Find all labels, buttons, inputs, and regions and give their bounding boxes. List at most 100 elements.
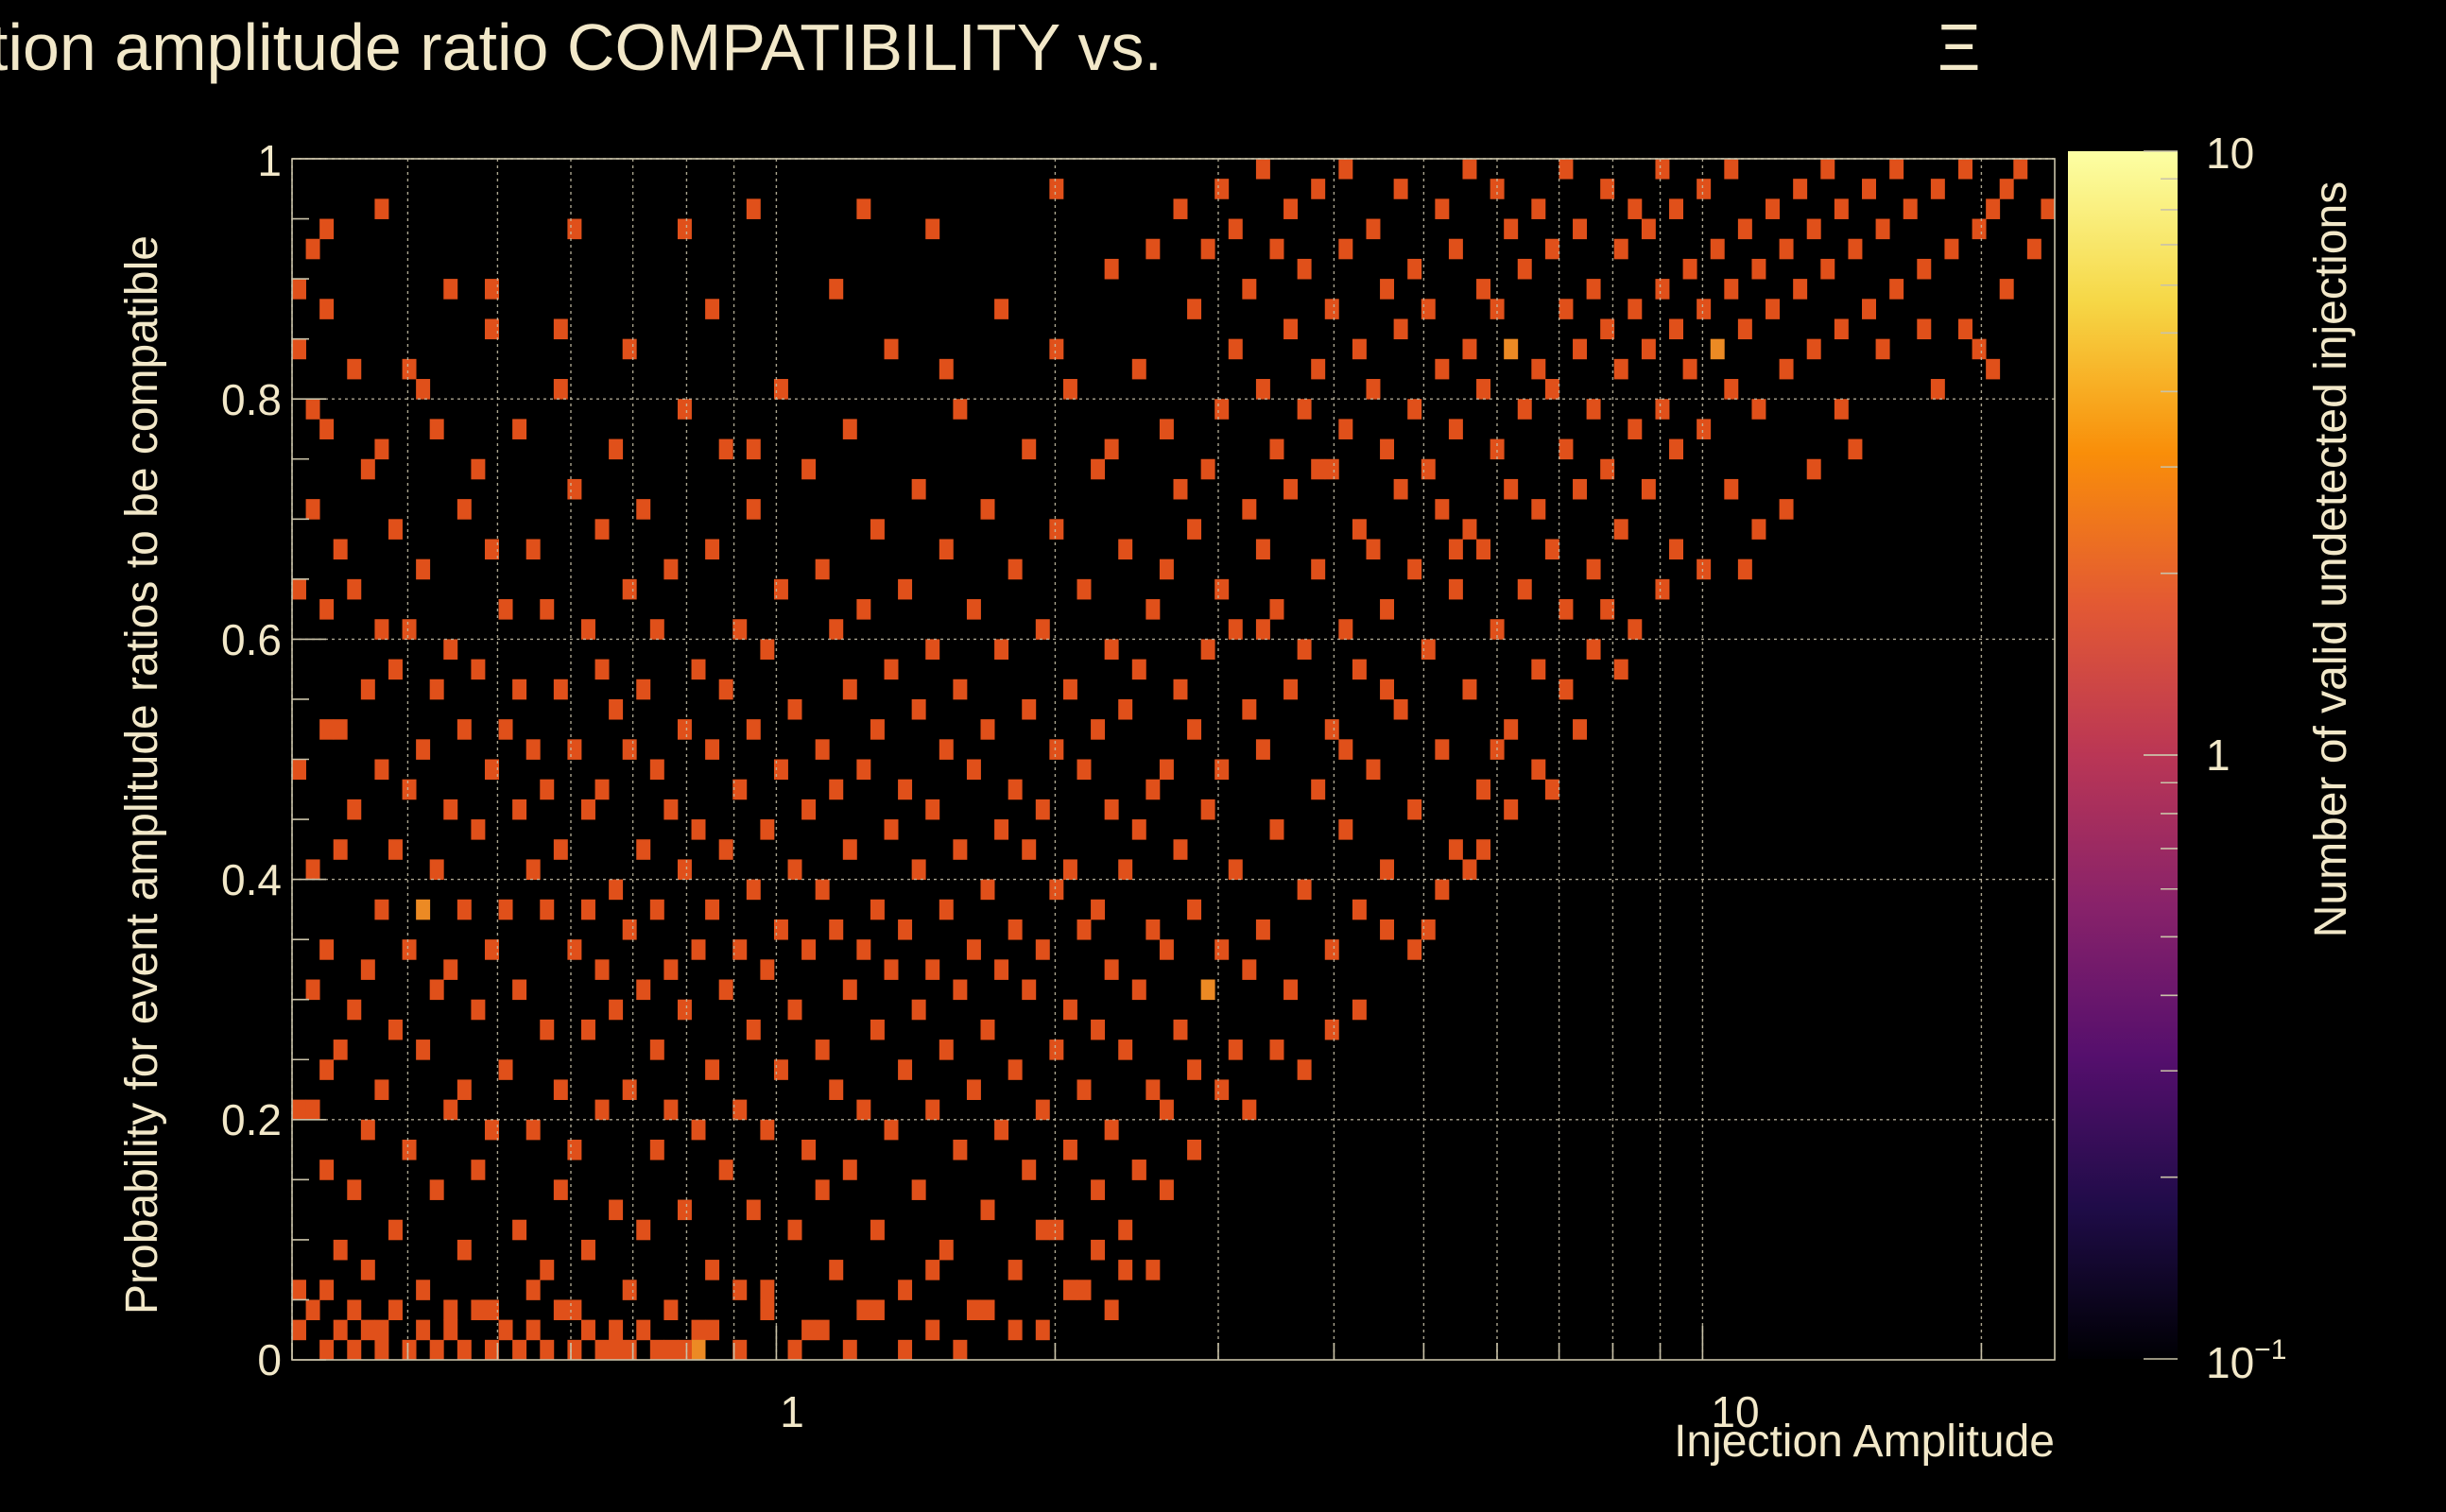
heatmap-cell xyxy=(898,919,913,940)
heatmap-cell xyxy=(388,839,403,860)
heatmap-cell xyxy=(540,899,555,920)
heatmap-cell xyxy=(1600,318,1615,340)
heatmap-cell xyxy=(856,198,871,219)
heatmap-cell xyxy=(525,539,541,560)
heatmap-cell xyxy=(1200,799,1215,820)
heatmap-cell xyxy=(994,959,1009,980)
heatmap-cell xyxy=(1255,739,1270,760)
heatmap-cell xyxy=(1407,258,1422,280)
heatmap-cell xyxy=(1077,1280,1092,1300)
heatmap-cell xyxy=(1062,379,1077,400)
heatmap-cell xyxy=(402,358,417,380)
heatmap-cell xyxy=(305,1299,320,1321)
heatmap-cell xyxy=(842,419,857,439)
heatmap-cell xyxy=(1986,198,2001,219)
heatmap-cell xyxy=(677,1199,692,1221)
heatmap-cell xyxy=(911,478,926,500)
heatmap-cell xyxy=(319,419,335,439)
heatmap-cell xyxy=(333,839,348,860)
heatmap-cell xyxy=(416,1319,431,1341)
heatmap-cell xyxy=(1476,779,1491,800)
heatmap-cell xyxy=(1421,299,1436,319)
heatmap-cell xyxy=(1118,539,1133,560)
heatmap-cell xyxy=(1724,379,1739,400)
heatmap-cell xyxy=(360,959,375,980)
heatmap-cell xyxy=(471,458,486,480)
heatmap-cell xyxy=(870,719,885,740)
heatmap-cell xyxy=(953,1139,968,1160)
heatmap-cell xyxy=(1834,198,1849,219)
heatmap-cell xyxy=(498,899,513,920)
heatmap-cell xyxy=(1022,1160,1037,1180)
heatmap-cell xyxy=(1187,899,1202,920)
heatmap-cell xyxy=(1504,218,1519,240)
heatmap-cell xyxy=(1655,578,1670,600)
heatmap-cell xyxy=(1228,859,1243,880)
heatmap-cell xyxy=(1903,198,1918,219)
heatmap-cell xyxy=(1035,799,1050,820)
heatmap-cell xyxy=(1228,338,1243,360)
heatmap-cell xyxy=(594,779,610,800)
heatmap-cell xyxy=(443,799,458,820)
heatmap-cell xyxy=(746,198,761,219)
heatmap-cell xyxy=(319,939,335,960)
heatmap-cell xyxy=(1393,698,1408,720)
heatmap-cell xyxy=(1697,179,1712,199)
heatmap-cell xyxy=(1077,919,1092,940)
heatmap-cell xyxy=(443,279,458,300)
heatmap-cell xyxy=(1173,478,1188,500)
heatmap-cell xyxy=(856,599,871,620)
heatmap-cell xyxy=(1573,719,1588,740)
heatmap-cell xyxy=(705,1319,720,1341)
heatmap-cell xyxy=(732,619,748,640)
heatmap-cell xyxy=(484,759,499,781)
heatmap-cell xyxy=(1655,159,1670,180)
heatmap-cell xyxy=(1269,599,1284,620)
z-axis-label: Number of valid undetected injections xyxy=(2306,181,2356,937)
heatmap-cell xyxy=(939,358,954,380)
heatmap-cell xyxy=(1145,1079,1161,1101)
heatmap-cell xyxy=(1324,458,1339,480)
heatmap-cell xyxy=(1145,919,1161,940)
heatmap-cell xyxy=(567,739,582,760)
heatmap-cell xyxy=(815,558,830,580)
heatmap-cell xyxy=(1613,659,1628,680)
heatmap-cell xyxy=(829,1260,844,1280)
heatmap-cell xyxy=(1214,399,1230,420)
heatmap-cell xyxy=(1283,198,1299,219)
heatmap-cell xyxy=(1297,258,1312,280)
heatmap-cell xyxy=(842,1339,857,1361)
heatmap-cell xyxy=(347,1299,362,1321)
heatmap-cell xyxy=(966,759,981,781)
heatmap-cell xyxy=(1091,1239,1106,1261)
z-tick-label-10: 10 xyxy=(2206,129,2254,178)
heatmap-cell xyxy=(870,1019,885,1040)
heatmap-cell xyxy=(773,919,788,940)
heatmap-cell xyxy=(416,739,431,760)
heatmap-cell xyxy=(1104,258,1119,280)
heatmap-cell xyxy=(1380,859,1395,880)
heatmap-cell xyxy=(305,238,320,260)
heatmap-cell xyxy=(649,759,664,781)
heatmap-cell xyxy=(429,679,444,700)
heatmap-cell xyxy=(1118,1040,1133,1060)
heatmap-cell xyxy=(1091,458,1106,480)
heatmap-cell xyxy=(1324,299,1339,319)
heatmap-cell xyxy=(691,819,706,840)
heatmap-cell xyxy=(1283,679,1299,700)
heatmap-cell xyxy=(939,539,954,560)
heatmap-cell xyxy=(1338,238,1353,260)
heatmap-cell xyxy=(773,578,788,600)
heatmap-cell xyxy=(471,819,486,840)
heatmap-cell xyxy=(994,819,1009,840)
heatmap-cell xyxy=(815,739,830,760)
heatmap-cell xyxy=(374,1319,389,1341)
heatmap-cell xyxy=(1889,159,1904,180)
heatmap-cell xyxy=(553,318,568,340)
heatmap-cell xyxy=(1352,999,1367,1021)
heatmap-cell xyxy=(1077,759,1092,781)
heatmap-cell xyxy=(1380,599,1395,620)
heatmap-cell xyxy=(622,1280,637,1300)
heatmap-cell xyxy=(1049,338,1064,360)
heatmap-cell xyxy=(1297,879,1312,901)
